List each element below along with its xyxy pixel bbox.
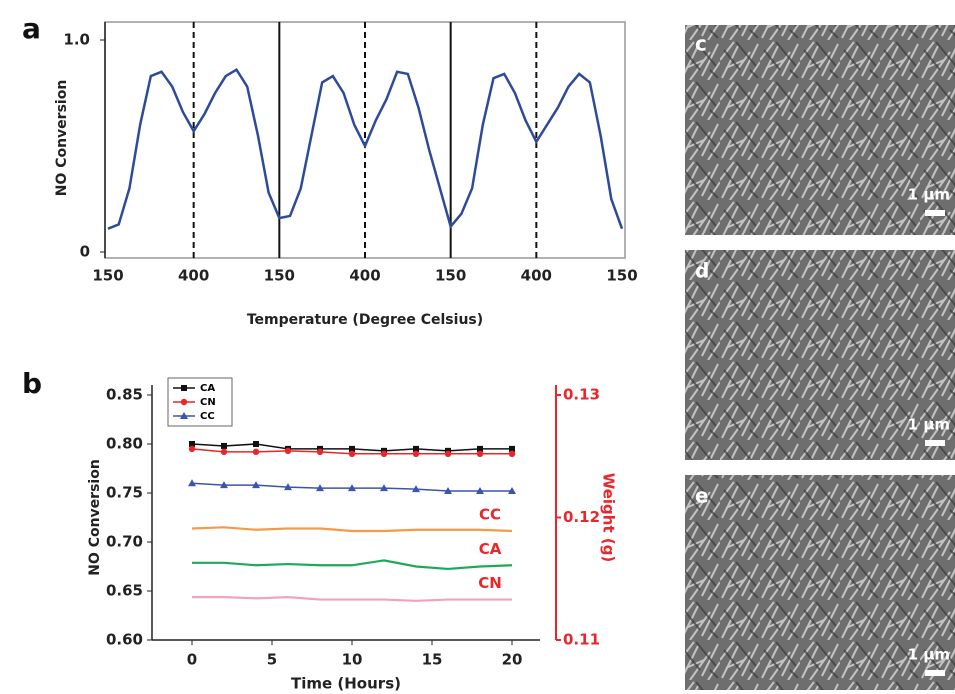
marker <box>220 481 228 489</box>
image-label: c <box>695 32 707 56</box>
y-tick-label: 1.0 <box>63 31 90 49</box>
marker <box>188 479 196 487</box>
marker <box>477 445 483 452</box>
legend-label: CA <box>200 383 215 394</box>
legend-label: CN <box>200 397 216 408</box>
marker <box>220 448 228 456</box>
marker <box>348 450 356 457</box>
x-tick-label: 0 <box>187 651 197 669</box>
x-tick-label: 150 <box>92 267 123 285</box>
sem-image-d: d 1 μm <box>685 250 955 460</box>
inline-label: CA <box>479 540 502 558</box>
marker <box>316 484 324 492</box>
y2-axis-label: Weight (g) <box>600 473 618 563</box>
x-tick-label: 150 <box>264 267 295 285</box>
x-tick-label: 20 <box>502 651 523 669</box>
image-label: d <box>695 259 709 283</box>
scale-label: 1 μm <box>908 186 950 204</box>
data-line <box>107 67 624 230</box>
marker <box>412 485 420 493</box>
image-label: e <box>695 484 709 508</box>
x-tick-label: 400 <box>178 267 209 285</box>
scale-label: 1 μm <box>908 416 950 434</box>
x-tick-label: 400 <box>349 267 380 285</box>
marker <box>252 481 260 489</box>
data-line <box>191 526 513 533</box>
marker <box>348 484 356 492</box>
marker <box>508 450 516 457</box>
marker <box>188 445 196 453</box>
legend-marker <box>181 385 187 391</box>
y2-tick-label: 0.12 <box>563 508 600 526</box>
marker <box>413 445 419 452</box>
y2-tick-label: 0.11 <box>563 631 600 649</box>
image <box>685 250 955 460</box>
legend-marker <box>180 412 188 419</box>
x-axis-label: Temperature (Degree Celsius) <box>247 312 483 328</box>
x-axis-label: Time (Hours) <box>291 675 401 693</box>
x-tick-label: 15 <box>422 651 443 669</box>
marker <box>189 441 195 447</box>
y2-tick-label: 0.13 <box>563 386 600 404</box>
marker <box>380 450 388 457</box>
data-line <box>192 596 512 602</box>
scale-bar <box>925 670 945 676</box>
y-axis-label: NO Conversion <box>54 80 70 197</box>
marker <box>316 448 324 456</box>
marker <box>476 450 484 457</box>
y-tick-label: 0.80 <box>106 435 143 453</box>
x-tick-label: 150 <box>435 267 466 285</box>
inline-label: CN <box>478 574 502 592</box>
sem-image-e: e 1 μm <box>685 475 955 690</box>
scale-label: 1 μm <box>908 646 950 664</box>
inline-label: CC <box>479 505 501 523</box>
image <box>685 25 955 235</box>
marker <box>380 484 388 492</box>
y-tick-label: 0.65 <box>106 582 143 600</box>
x-tick-label: 400 <box>521 267 552 285</box>
y-tick-label: 0.75 <box>106 484 143 502</box>
scale-bar <box>925 440 945 446</box>
y-axis-label: NO Conversion <box>87 459 103 576</box>
y-tick-label: 0 <box>80 243 90 261</box>
marker <box>252 448 260 456</box>
x-tick-label: 10 <box>342 651 363 669</box>
x-tick-label: 150 <box>606 267 637 285</box>
scale-bar <box>925 210 945 216</box>
legend-label: CC <box>200 411 215 422</box>
sem-image-c: c 1 μm <box>685 25 955 235</box>
image <box>685 475 955 690</box>
y-tick-label: 0.70 <box>106 533 143 551</box>
marker <box>284 483 292 491</box>
marker <box>284 447 292 455</box>
x-tick-label: 5 <box>267 651 277 669</box>
marker <box>253 441 259 447</box>
legend-marker <box>180 398 188 406</box>
marker <box>476 487 484 495</box>
marker <box>221 442 227 449</box>
y-tick-label: 0.60 <box>106 631 143 649</box>
y-tick-label: 0.85 <box>106 386 143 404</box>
panel-label: a <box>22 12 41 45</box>
marker <box>349 445 355 452</box>
data-line <box>192 559 513 571</box>
marker <box>509 445 515 452</box>
marker <box>444 450 452 457</box>
marker <box>444 487 452 495</box>
panel-label: b <box>22 367 42 400</box>
marker <box>508 487 516 495</box>
marker <box>412 450 420 457</box>
